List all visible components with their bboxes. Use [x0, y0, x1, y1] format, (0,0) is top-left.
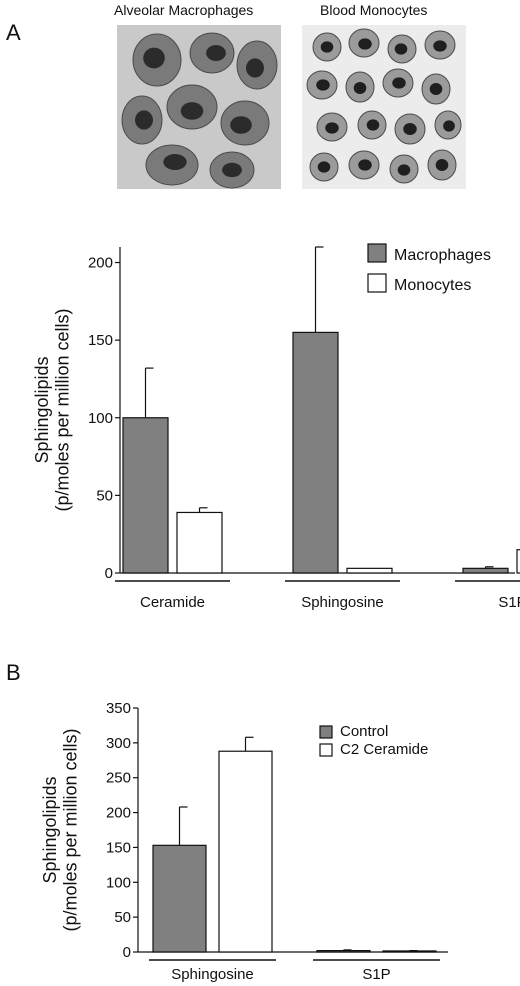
legend-swatch	[367, 273, 387, 293]
cell-nucleus	[230, 116, 252, 134]
cell-nucleus	[325, 122, 339, 134]
chart-a: 0 50 100 150 200 Sphingolipids(p/moles per mi…	[32, 243, 520, 611]
cell-nucleus	[358, 159, 372, 171]
y-axis-label-line1: Sphingolipids	[32, 356, 52, 463]
cell-nucleus	[163, 154, 187, 170]
category-label: S1P	[498, 594, 520, 611]
y-tick-label: 300	[106, 735, 131, 752]
legend-label: Macrophages	[394, 247, 491, 264]
cell-nucleus	[358, 38, 372, 50]
macrophages-micrograph	[117, 25, 281, 189]
monocytes-caption: Blood Monocytes	[320, 2, 428, 18]
y-tick-label: 350	[106, 700, 131, 717]
panel-a-label: A	[6, 20, 21, 45]
monocytes-micrograph	[302, 25, 466, 189]
y-tick-label: 100	[106, 874, 131, 891]
bar-macrophages	[292, 331, 339, 574]
cell-nucleus	[206, 45, 226, 61]
bar-macrophages	[122, 417, 169, 574]
legend-swatch	[319, 725, 333, 739]
y-tick-label: 50	[96, 487, 113, 504]
bar-monocytes	[346, 567, 393, 574]
y-tick-label: 150	[88, 332, 113, 349]
cell-nucleus	[135, 110, 153, 130]
y-axis-label-line2: (p/moles per million cells)	[61, 728, 81, 931]
legend-swatch	[319, 743, 333, 757]
legend-label: Control	[340, 723, 388, 740]
cell-nucleus	[317, 161, 331, 173]
y-tick-label: 0	[105, 565, 113, 582]
y-tick-label: 150	[106, 839, 131, 856]
bar-monocytes	[516, 549, 520, 574]
chart-b: 0 50 100 150 200 250 300 350 Sphingolipids(p/mol…	[40, 700, 448, 983]
bar-control	[316, 950, 371, 953]
bar-c2-ceramide	[218, 750, 273, 953]
bar-monocytes	[176, 511, 223, 574]
legend-label: Monocytes	[394, 277, 471, 294]
y-tick-label: 250	[106, 770, 131, 787]
y-tick-label: 200	[106, 805, 131, 822]
panel-b-label: B	[6, 660, 21, 685]
cell-nucleus	[392, 77, 406, 89]
cell-nucleus	[180, 102, 204, 120]
cell-nucleus	[403, 123, 417, 135]
cell-nucleus	[246, 58, 264, 78]
macrophages-micrograph-image	[117, 25, 281, 189]
bar-macrophages	[462, 567, 509, 574]
monocytes-micrograph-image	[302, 25, 466, 189]
legend-label: C2 Ceramide	[340, 741, 428, 758]
y-axis-label: Sphingolipids(p/moles per million cells)	[32, 308, 73, 511]
cell-nucleus	[429, 83, 443, 95]
y-tick-label: 100	[88, 410, 113, 427]
cell-nucleus	[316, 79, 330, 91]
y-axis-label: Sphingolipids(p/moles per million cells)	[40, 728, 81, 931]
cell-nucleus	[397, 164, 411, 176]
category-label: Ceramide	[140, 594, 205, 611]
bar-control	[152, 844, 207, 953]
legend-swatch	[367, 243, 387, 263]
cell-nucleus	[394, 43, 408, 55]
cell-nucleus	[143, 47, 165, 69]
cell-nucleus	[353, 82, 367, 94]
cell-nucleus	[435, 159, 449, 171]
y-tick-label: 50	[114, 909, 131, 926]
category-label: S1P	[362, 966, 390, 983]
y-axis-label-line1: Sphingolipids	[40, 776, 60, 883]
y-tick-label: 0	[123, 944, 131, 961]
cell-nucleus	[366, 119, 380, 131]
category-label: Sphingosine	[171, 966, 254, 983]
macrophages-caption: Alveolar Macrophages	[114, 2, 254, 18]
cell-nucleus	[443, 120, 455, 132]
cell-nucleus	[433, 40, 447, 52]
y-tick-label: 200	[88, 255, 113, 272]
category-label: Sphingosine	[301, 594, 384, 611]
cell-nucleus	[320, 41, 334, 53]
y-axis-label-line2: (p/moles per million cells)	[53, 308, 73, 511]
cell-nucleus	[222, 162, 242, 178]
